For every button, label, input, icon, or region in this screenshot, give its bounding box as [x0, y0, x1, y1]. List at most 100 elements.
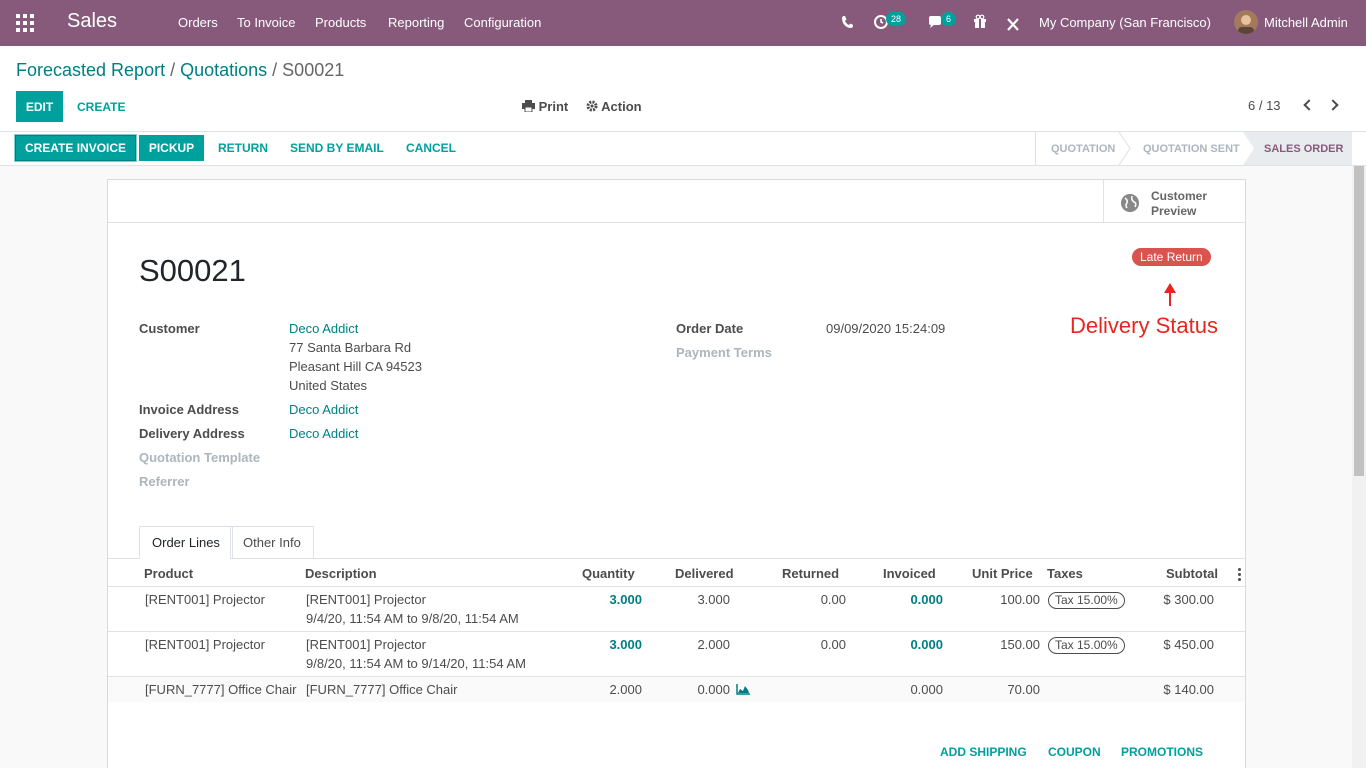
- coupon-button[interactable]: COUPON: [1048, 745, 1101, 759]
- customer-address-line: 77 Santa Barbara Rd: [289, 340, 412, 355]
- row-subtotal: $ 300.00: [1163, 592, 1214, 607]
- row-delivered: 3.000: [697, 592, 730, 607]
- gift-icon[interactable]: [973, 13, 987, 33]
- pager-previous-icon[interactable]: [1303, 99, 1315, 111]
- create-invoice-button[interactable]: CREATE INVOICE: [15, 135, 136, 161]
- delivery-address-link[interactable]: Deco Addict: [289, 426, 359, 441]
- column-description[interactable]: Description: [305, 566, 377, 581]
- row-invoiced[interactable]: 0.000: [910, 592, 943, 607]
- user-avatar[interactable]: [1234, 10, 1258, 34]
- row-tax-badge: Tax 15.00%: [1048, 592, 1125, 609]
- stage-separator-icon: [1118, 132, 1131, 165]
- edit-button[interactable]: EDIT: [16, 91, 63, 122]
- tab-order-lines[interactable]: Order Lines: [139, 526, 233, 559]
- action-menu[interactable]: Action: [586, 99, 642, 114]
- print-icon: [522, 100, 535, 113]
- tools-icon[interactable]: [1006, 15, 1020, 35]
- table-row[interactable]: [FURN_7777] Office Chair [FURN_7777] Off…: [108, 677, 1245, 702]
- create-button[interactable]: CREATE: [77, 99, 126, 114]
- cancel-button[interactable]: CANCEL: [406, 141, 456, 155]
- menu-configuration[interactable]: Configuration: [464, 15, 542, 30]
- row-unit-price: 150.00: [1000, 637, 1040, 652]
- row-delivered: 0.000: [697, 682, 730, 697]
- row-description: [RENT001] Projector: [306, 637, 426, 652]
- forecast-chart-icon[interactable]: [736, 684, 751, 695]
- app-name[interactable]: Sales: [67, 10, 118, 32]
- stage-quotation[interactable]: QUOTATION: [1051, 142, 1116, 155]
- promotions-button[interactable]: PROMOTIONS: [1121, 745, 1204, 759]
- quotation-template-label: Quotation Template: [139, 450, 261, 465]
- apps-grid-icon[interactable]: [16, 14, 34, 32]
- add-shipping-button[interactable]: ADD SHIPPING: [940, 745, 1027, 759]
- scrollbar-thumb[interactable]: [1354, 166, 1364, 476]
- pickup-button[interactable]: PICKUP: [139, 135, 204, 161]
- button-box: Customer Preview: [108, 180, 1245, 223]
- customer-preview-button[interactable]: Customer Preview: [1103, 180, 1245, 223]
- row-product: [RENT001] Projector: [145, 592, 265, 607]
- row-invoiced: 0.000: [910, 682, 943, 697]
- status-bar: CREATE INVOICE PICKUP RETURN SEND BY EMA…: [0, 132, 1366, 166]
- order-date-label: Order Date: [676, 321, 744, 336]
- user-name[interactable]: Mitchell Admin: [1264, 15, 1348, 30]
- row-product: [RENT001] Projector: [145, 637, 265, 652]
- send-by-email-button[interactable]: SEND BY EMAIL: [290, 141, 384, 155]
- menu-to-invoice[interactable]: To Invoice: [237, 15, 296, 30]
- print-label: Print: [538, 99, 569, 114]
- row-returned: 0.00: [820, 592, 846, 607]
- pager-value[interactable]: 6 / 13: [1248, 98, 1281, 113]
- payment-terms-label: Payment Terms: [676, 345, 772, 360]
- menu-reporting[interactable]: Reporting: [388, 15, 445, 30]
- return-button[interactable]: RETURN: [218, 141, 268, 155]
- customer-address-line: Pleasant Hill CA 94523: [289, 359, 422, 374]
- menu-orders[interactable]: Orders: [178, 15, 218, 30]
- phone-icon[interactable]: [840, 13, 854, 33]
- row-tax-badge: Tax 15.00%: [1048, 637, 1125, 654]
- row-description-period: 9/8/20, 11:54 AM to 9/14/20, 11:54 AM: [306, 656, 526, 671]
- row-description-period: 9/4/20, 11:54 AM to 9/8/20, 11:54 AM: [306, 611, 519, 626]
- row-subtotal: $ 140.00: [1163, 682, 1214, 697]
- late-return-badge: Late Return: [1132, 248, 1211, 266]
- row-quantity[interactable]: 3.000: [609, 592, 642, 607]
- customer-link[interactable]: Deco Addict: [289, 321, 359, 336]
- column-invoiced[interactable]: Invoiced: [883, 566, 936, 581]
- activity-count-badge: 28: [886, 12, 907, 26]
- pager-next-icon[interactable]: [1327, 99, 1339, 111]
- row-product: [FURN_7777] Office Chair: [145, 682, 297, 697]
- stage-quotation-sent[interactable]: QUOTATION SENT: [1143, 142, 1240, 155]
- table-row[interactable]: [RENT001] Projector [RENT001] Projector …: [108, 632, 1245, 677]
- menu-products[interactable]: Products: [315, 15, 367, 30]
- column-taxes[interactable]: Taxes: [1047, 566, 1083, 581]
- column-unit-price[interactable]: Unit Price: [972, 566, 1033, 581]
- column-quantity[interactable]: Quantity: [582, 566, 635, 581]
- column-subtotal[interactable]: Subtotal: [1166, 566, 1218, 581]
- row-unit-price: 100.00: [1000, 592, 1040, 607]
- invoice-address-link[interactable]: Deco Addict: [289, 402, 359, 417]
- row-returned: 0.00: [820, 637, 846, 652]
- table-row[interactable]: [RENT001] Projector [RENT001] Projector …: [108, 587, 1245, 632]
- delivery-status-annotation: Delivery Status: [1070, 313, 1218, 338]
- column-product[interactable]: Product: [144, 566, 194, 581]
- row-description: [RENT001] Projector: [306, 592, 426, 607]
- company-switcher[interactable]: My Company (San Francisco): [1039, 15, 1211, 30]
- order-title: S00021: [139, 253, 246, 288]
- page-scrollbar[interactable]: [1352, 166, 1366, 768]
- row-delivered: 2.000: [697, 637, 730, 652]
- column-delivered[interactable]: Delivered: [675, 566, 734, 581]
- column-returned[interactable]: Returned: [782, 566, 840, 581]
- optional-columns-icon[interactable]: [1238, 568, 1241, 581]
- messages-icon[interactable]: [927, 13, 945, 33]
- customer-preview-label: Customer Preview: [1151, 189, 1208, 218]
- row-quantity[interactable]: 2.000: [609, 682, 642, 697]
- stage-sales-order[interactable]: SALES ORDER: [1243, 132, 1352, 165]
- breadcrumb-quotations[interactable]: Quotations: [180, 60, 268, 80]
- tab-other-info[interactable]: Other Info: [230, 526, 314, 559]
- customer-label: Customer: [139, 321, 200, 336]
- breadcrumb-forecasted-report[interactable]: Forecasted Report: [16, 60, 166, 80]
- row-quantity[interactable]: 3.000: [609, 637, 642, 652]
- annotation-arrow-icon: [1164, 283, 1176, 293]
- globe-icon: [1121, 194, 1139, 212]
- control-panel: Forecasted Report / Quotations / S00021 EDIT…: [0, 46, 1366, 132]
- row-invoiced[interactable]: 0.000: [910, 637, 943, 652]
- print-menu[interactable]: Print: [522, 99, 568, 114]
- invoice-address-label: Invoice Address: [139, 402, 239, 417]
